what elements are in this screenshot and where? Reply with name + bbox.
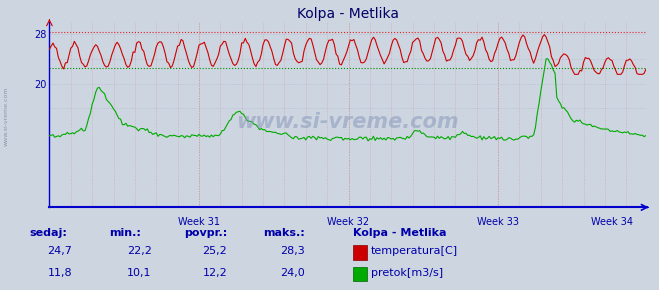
Text: povpr.:: povpr.: bbox=[185, 229, 228, 238]
Text: 24,0: 24,0 bbox=[279, 268, 304, 278]
Text: min.:: min.: bbox=[109, 229, 140, 238]
Text: 11,8: 11,8 bbox=[48, 268, 72, 278]
Text: 28,3: 28,3 bbox=[279, 246, 304, 256]
Text: 10,1: 10,1 bbox=[127, 268, 152, 278]
Text: 22,2: 22,2 bbox=[127, 246, 152, 256]
Text: www.si-vreme.com: www.si-vreme.com bbox=[4, 86, 9, 146]
Text: Kolpa - Metlika: Kolpa - Metlika bbox=[353, 229, 446, 238]
Text: pretok[m3/s]: pretok[m3/s] bbox=[371, 268, 443, 278]
Text: Week 33: Week 33 bbox=[477, 217, 519, 226]
Text: 24,7: 24,7 bbox=[47, 246, 72, 256]
Text: 25,2: 25,2 bbox=[202, 246, 227, 256]
Title: Kolpa - Metlika: Kolpa - Metlika bbox=[297, 7, 399, 21]
Text: Week 34: Week 34 bbox=[591, 217, 633, 226]
Text: Week 32: Week 32 bbox=[328, 217, 370, 226]
Text: 12,2: 12,2 bbox=[202, 268, 227, 278]
Text: www.si-vreme.com: www.si-vreme.com bbox=[237, 112, 459, 132]
Text: temperatura[C]: temperatura[C] bbox=[371, 246, 458, 256]
Text: sedaj:: sedaj: bbox=[30, 229, 67, 238]
Text: Week 31: Week 31 bbox=[178, 217, 220, 226]
Text: maks.:: maks.: bbox=[264, 229, 305, 238]
